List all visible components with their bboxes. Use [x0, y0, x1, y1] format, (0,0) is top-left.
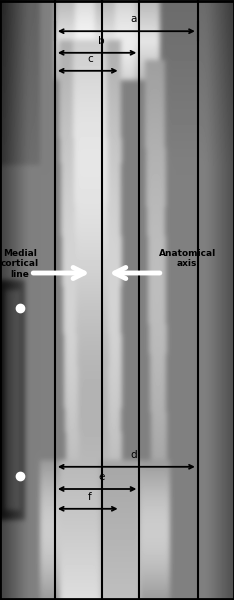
Text: Anatomical
axis: Anatomical axis [159, 249, 216, 268]
Text: c: c [87, 53, 93, 64]
Text: b: b [99, 35, 105, 46]
Text: a: a [130, 14, 137, 24]
Text: Medial
cortical
line: Medial cortical line [1, 249, 39, 279]
Text: f: f [88, 491, 92, 502]
Text: e: e [99, 472, 105, 482]
Text: d: d [130, 449, 137, 460]
